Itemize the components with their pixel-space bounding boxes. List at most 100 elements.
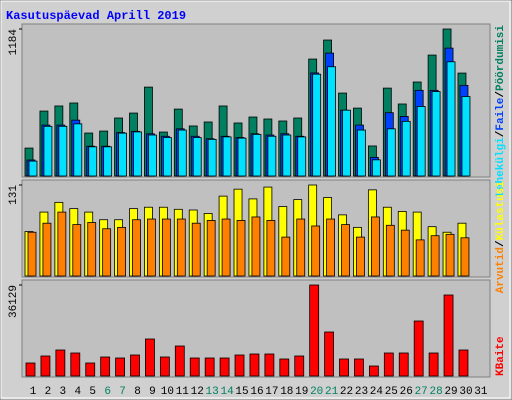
bar <box>191 222 201 277</box>
x-tick-label: 18 <box>280 386 293 398</box>
bar <box>326 218 336 277</box>
bar <box>27 231 37 277</box>
bar <box>162 137 172 177</box>
x-tick-label: 30 <box>459 386 472 398</box>
bar <box>356 236 365 277</box>
bar <box>416 106 426 177</box>
bar <box>324 331 335 377</box>
bar <box>297 136 307 177</box>
x-tick-label: 11 <box>176 386 190 398</box>
bar <box>401 120 411 177</box>
bar <box>133 131 142 177</box>
bar <box>234 354 245 377</box>
bar <box>100 356 111 377</box>
bar <box>102 228 112 277</box>
bar <box>354 358 364 377</box>
bar <box>264 353 275 377</box>
x-tick-label: 26 <box>400 386 413 398</box>
bar <box>428 352 439 377</box>
x-tick-label: 28 <box>430 386 443 398</box>
bar <box>130 354 140 377</box>
bar <box>87 222 97 277</box>
y-tick-label: 36129 <box>8 285 20 318</box>
bar <box>57 211 67 277</box>
bar <box>342 109 351 177</box>
legend-separator: / <box>495 240 507 247</box>
bar <box>42 222 52 277</box>
legend: Arvutid/Külastusi <box>495 181 507 294</box>
legend-separator: / <box>495 91 507 98</box>
x-tick-label: 23 <box>355 386 368 398</box>
bar <box>413 320 424 377</box>
bar <box>398 352 409 377</box>
bar <box>148 134 157 177</box>
bar <box>115 357 125 377</box>
bar <box>176 218 186 277</box>
bar <box>236 220 246 277</box>
bar <box>73 123 83 177</box>
x-tick-label: 2 <box>45 386 52 398</box>
x-tick-label: 1 <box>30 386 37 398</box>
bar <box>55 349 66 377</box>
bar <box>458 349 469 377</box>
bar <box>281 236 291 277</box>
bar <box>249 353 260 377</box>
bar <box>177 129 187 177</box>
x-tick-label: 24 <box>370 386 384 398</box>
x-tick-label: 29 <box>444 386 457 398</box>
x-tick-label: 14 <box>220 386 234 398</box>
bar <box>460 237 470 277</box>
bar <box>159 356 170 377</box>
bar <box>132 219 141 277</box>
bar <box>147 218 156 277</box>
bar <box>370 216 380 277</box>
bar <box>237 137 247 177</box>
bar <box>40 355 51 377</box>
legend-entry: Pöördumisi <box>495 25 507 91</box>
legend-entry: Külastusi <box>495 181 507 241</box>
bar <box>339 358 349 377</box>
bar <box>431 91 441 177</box>
bar <box>430 235 440 277</box>
bar <box>204 357 215 377</box>
bar <box>192 137 202 177</box>
bar <box>312 73 322 177</box>
x-tick-label: 5 <box>89 386 96 398</box>
bar <box>174 345 185 377</box>
bar <box>327 66 337 177</box>
bar <box>294 355 305 377</box>
bar <box>118 132 127 177</box>
bar <box>267 135 277 177</box>
x-tick-label: 13 <box>206 386 219 398</box>
bar <box>117 226 126 277</box>
bar <box>385 224 395 277</box>
legend-entry: Arvutid <box>495 247 507 293</box>
bar <box>88 146 98 177</box>
bar <box>28 160 38 177</box>
bar <box>446 61 456 177</box>
bar <box>383 352 394 377</box>
x-tick-label: 17 <box>265 386 278 398</box>
bar <box>282 134 292 177</box>
bar <box>400 229 410 277</box>
bar <box>43 125 53 177</box>
x-tick-label: 15 <box>235 386 248 398</box>
x-tick-label: 4 <box>74 386 81 398</box>
bar <box>70 352 81 377</box>
legend-entry: Lehekülgi <box>495 137 507 197</box>
bar <box>443 294 454 377</box>
bar <box>222 136 232 177</box>
x-tick-label: 8 <box>134 386 141 398</box>
legend-entry: KBaite <box>495 336 507 376</box>
x-tick-label: 21 <box>325 386 339 398</box>
bar <box>341 224 350 277</box>
bar <box>145 338 155 377</box>
bar <box>371 159 381 177</box>
x-tick-label: 7 <box>119 386 126 398</box>
bar <box>357 129 366 177</box>
x-tick-label: 19 <box>295 386 308 398</box>
bar <box>219 357 230 377</box>
